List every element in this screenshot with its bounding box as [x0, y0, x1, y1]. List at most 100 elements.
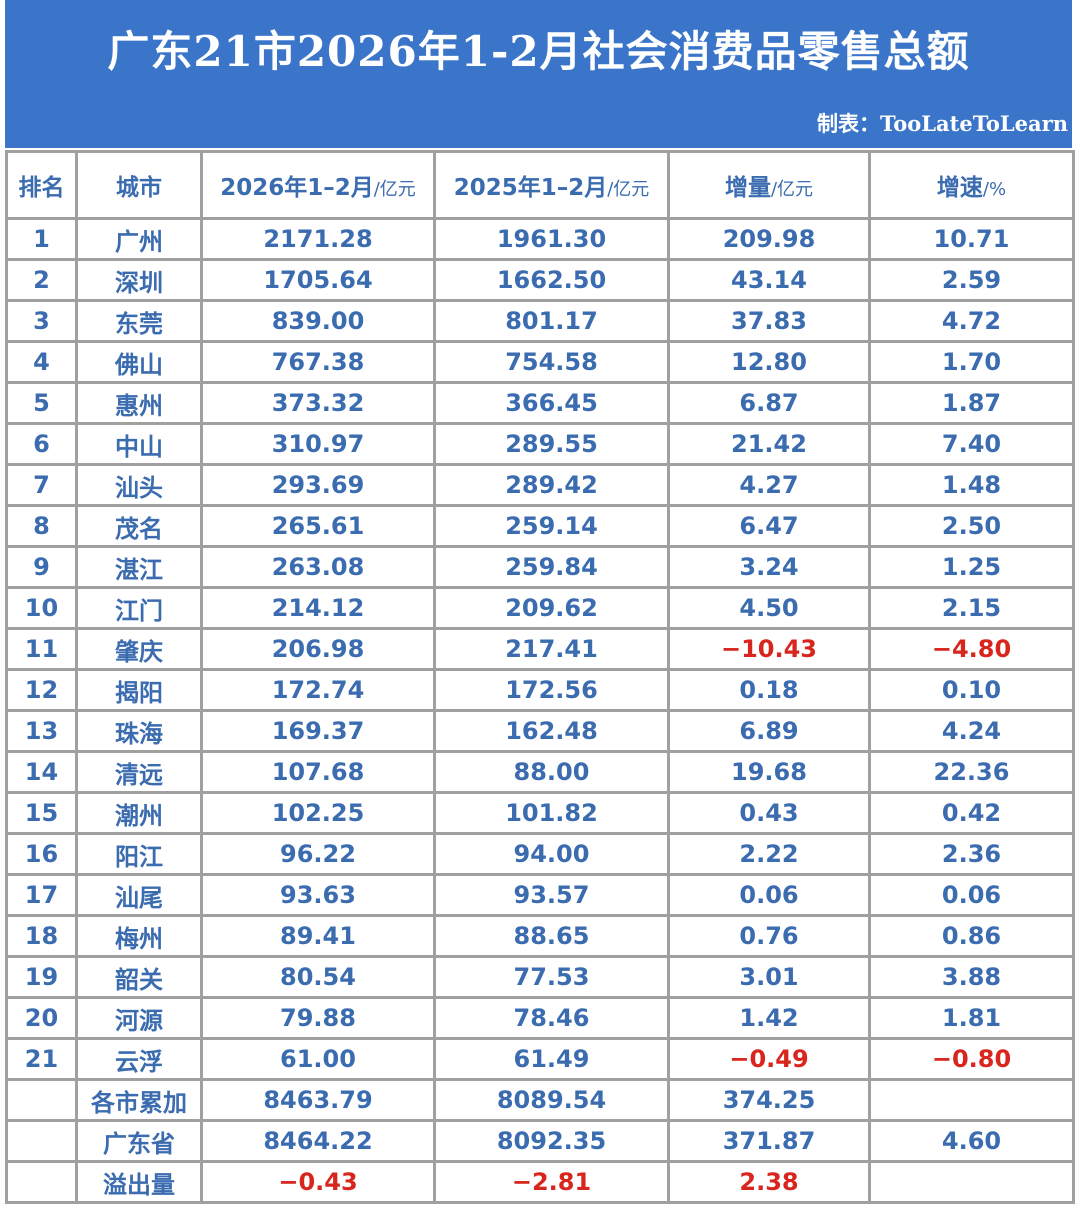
cell-city: 溢出量	[75, 1160, 203, 1204]
credit-label: 制表：TooLateToLearn	[817, 111, 1068, 136]
cell-rank	[5, 1160, 78, 1204]
table-row: 3 东莞 839.00 801.17 37.83 4.72	[5, 299, 1075, 343]
cell-value-2026: 61.00	[200, 1037, 436, 1081]
cell-value-2025: 8092.35	[433, 1119, 670, 1163]
table-row: 13 珠海 169.37 162.48 6.89 4.24	[5, 709, 1075, 753]
cell-growth-rate: −4.80	[868, 627, 1075, 671]
cell-rank: 2	[5, 258, 78, 302]
cell-value-2026: −0.43	[200, 1160, 436, 1204]
cell-city: 揭阳	[75, 668, 203, 712]
cell-growth-rate: 22.36	[868, 750, 1075, 794]
cell-city: 深圳	[75, 258, 203, 302]
cell-value-2026: 263.08	[200, 545, 436, 589]
table-row: 溢出量 −0.43 −2.81 2.38	[5, 1160, 1075, 1204]
table-row: 9 湛江 263.08 259.84 3.24 1.25	[5, 545, 1075, 589]
cell-growth-rate: 0.10	[868, 668, 1075, 712]
table-row: 2 深圳 1705.64 1662.50 43.14 2.59	[5, 258, 1075, 302]
cell-value-2025: 1662.50	[433, 258, 670, 302]
cell-value-2025: 217.41	[433, 627, 670, 671]
cell-growth-rate: 1.87	[868, 381, 1075, 425]
cell-increase: 3.01	[667, 955, 871, 999]
cell-value-2026: 310.97	[200, 422, 436, 466]
cell-city: 各市累加	[75, 1078, 203, 1122]
table-row: 8 茂名 265.61 259.14 6.47 2.50	[5, 504, 1075, 548]
cell-increase: 4.50	[667, 586, 871, 630]
cell-value-2025: −2.81	[433, 1160, 670, 1204]
cell-rank	[5, 1078, 78, 1122]
header-label: 2025年1–2月	[453, 175, 608, 201]
cell-increase: 1.42	[667, 996, 871, 1040]
cell-value-2025: 366.45	[433, 381, 670, 425]
cell-growth-rate: 7.40	[868, 422, 1075, 466]
cell-value-2025: 259.84	[433, 545, 670, 589]
cell-growth-rate: 1.25	[868, 545, 1075, 589]
cell-value-2026: 214.12	[200, 586, 436, 630]
table-row: 16 阳江 96.22 94.00 2.22 2.36	[5, 832, 1075, 876]
header-unit: /亿元	[373, 179, 416, 200]
cell-value-2025: 88.65	[433, 914, 670, 958]
cell-value-2026: 79.88	[200, 996, 436, 1040]
cell-rank: 17	[5, 873, 78, 917]
cell-increase: 43.14	[667, 258, 871, 302]
cell-value-2025: 88.00	[433, 750, 670, 794]
cell-value-2026: 80.54	[200, 955, 436, 999]
table-row: 4 佛山 767.38 754.58 12.80 1.70	[5, 340, 1075, 384]
header-rank: 排名	[5, 150, 78, 220]
cell-increase: 3.24	[667, 545, 871, 589]
cell-increase: 209.98	[667, 217, 871, 261]
cell-city: 广东省	[75, 1119, 203, 1163]
cell-city: 云浮	[75, 1037, 203, 1081]
cell-rank: 14	[5, 750, 78, 794]
cell-rank: 19	[5, 955, 78, 999]
cell-growth-rate	[868, 1160, 1075, 1204]
cell-rank: 6	[5, 422, 78, 466]
cell-increase: 6.47	[667, 504, 871, 548]
cell-growth-rate: 4.72	[868, 299, 1075, 343]
cell-growth-rate: 0.86	[868, 914, 1075, 958]
table-row: 21 云浮 61.00 61.49 −0.49 −0.80	[5, 1037, 1075, 1081]
cell-value-2026: 96.22	[200, 832, 436, 876]
cell-value-2026: 373.32	[200, 381, 436, 425]
table-row: 5 惠州 373.32 366.45 6.87 1.87	[5, 381, 1075, 425]
cell-rank: 15	[5, 791, 78, 835]
header-label: 增量	[724, 175, 771, 201]
header-value-2026: 2026年1–2月/亿元	[200, 150, 436, 220]
cell-growth-rate: 1.70	[868, 340, 1075, 384]
cell-value-2026: 839.00	[200, 299, 436, 343]
header-unit: /亿元	[770, 179, 814, 200]
cell-city: 湛江	[75, 545, 203, 589]
table-row: 12 揭阳 172.74 172.56 0.18 0.10	[5, 668, 1075, 712]
table-row: 广东省 8464.22 8092.35 371.87 4.60	[5, 1119, 1075, 1163]
cell-city: 江门	[75, 586, 203, 630]
cell-increase: 0.06	[667, 873, 871, 917]
cell-rank: 11	[5, 627, 78, 671]
table-row: 14 清远 107.68 88.00 19.68 22.36	[5, 750, 1075, 794]
header-row: 排名 城市 2026年1–2月/亿元 2025年1–2月/亿元 增量/亿元 增速/%	[5, 150, 1075, 220]
cell-city: 肇庆	[75, 627, 203, 671]
cell-value-2026: 169.37	[200, 709, 436, 753]
cell-rank: 20	[5, 996, 78, 1040]
cell-value-2026: 206.98	[200, 627, 436, 671]
cell-value-2025: 78.46	[433, 996, 670, 1040]
cell-city: 韶关	[75, 955, 203, 999]
cell-value-2025: 1961.30	[433, 217, 670, 261]
cell-growth-rate: −0.80	[868, 1037, 1075, 1081]
cell-city: 珠海	[75, 709, 203, 753]
cell-growth-rate: 0.06	[868, 873, 1075, 917]
cell-value-2025: 172.56	[433, 668, 670, 712]
cell-city: 广州	[75, 217, 203, 261]
cell-growth-rate: 10.71	[868, 217, 1075, 261]
cell-city: 茂名	[75, 504, 203, 548]
header-unit: /%	[982, 179, 1007, 200]
cell-value-2025: 93.57	[433, 873, 670, 917]
header-label: 城市	[116, 175, 162, 201]
cell-rank: 12	[5, 668, 78, 712]
cell-increase: 0.18	[667, 668, 871, 712]
cell-value-2026: 265.61	[200, 504, 436, 548]
cell-city: 潮州	[75, 791, 203, 835]
header-unit: /亿元	[607, 179, 650, 200]
cell-value-2025: 162.48	[433, 709, 670, 753]
header-label: 排名	[18, 175, 65, 201]
table-row: 1 广州 2171.28 1961.30 209.98 10.71	[5, 217, 1075, 261]
